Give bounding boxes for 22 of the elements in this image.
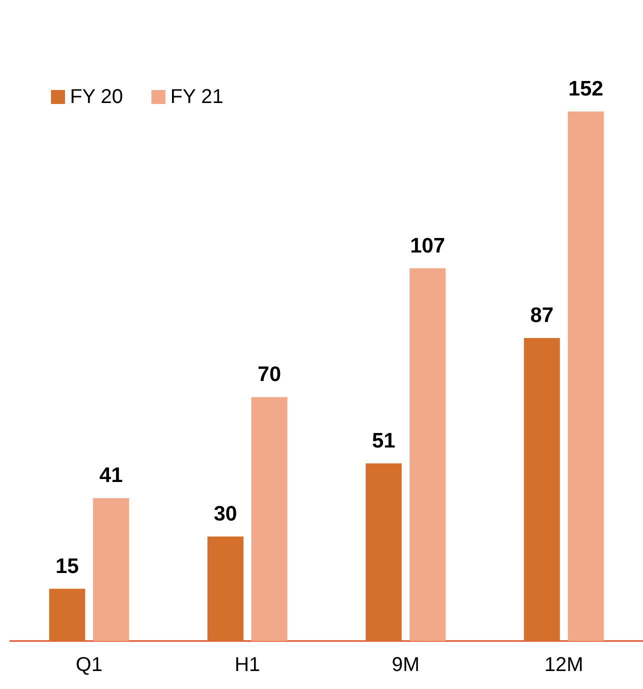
- bar: [410, 268, 446, 641]
- legend-label: FY 20: [70, 86, 123, 108]
- data-label: 15: [55, 554, 80, 578]
- bar: [251, 397, 288, 641]
- x-tick-label: Q1: [76, 654, 102, 676]
- data-label: 51: [372, 429, 396, 452]
- bar: [568, 112, 604, 641]
- data-label: 87: [530, 304, 554, 327]
- data-label: 70: [258, 363, 282, 386]
- bar: [366, 463, 402, 641]
- legend-label: FY 21: [170, 86, 224, 108]
- data-label: 107: [410, 234, 446, 258]
- x-tick-label: 9M: [392, 654, 420, 676]
- bar: [93, 498, 130, 641]
- data-label: 152: [568, 78, 604, 101]
- x-tick-label: H1: [234, 654, 260, 676]
- data-label: 30: [214, 502, 238, 526]
- x-tick-label: 12M: [544, 654, 584, 676]
- bar: [524, 338, 560, 641]
- bar: [207, 536, 244, 641]
- bar: [49, 588, 86, 641]
- data-label: 41: [99, 464, 124, 488]
